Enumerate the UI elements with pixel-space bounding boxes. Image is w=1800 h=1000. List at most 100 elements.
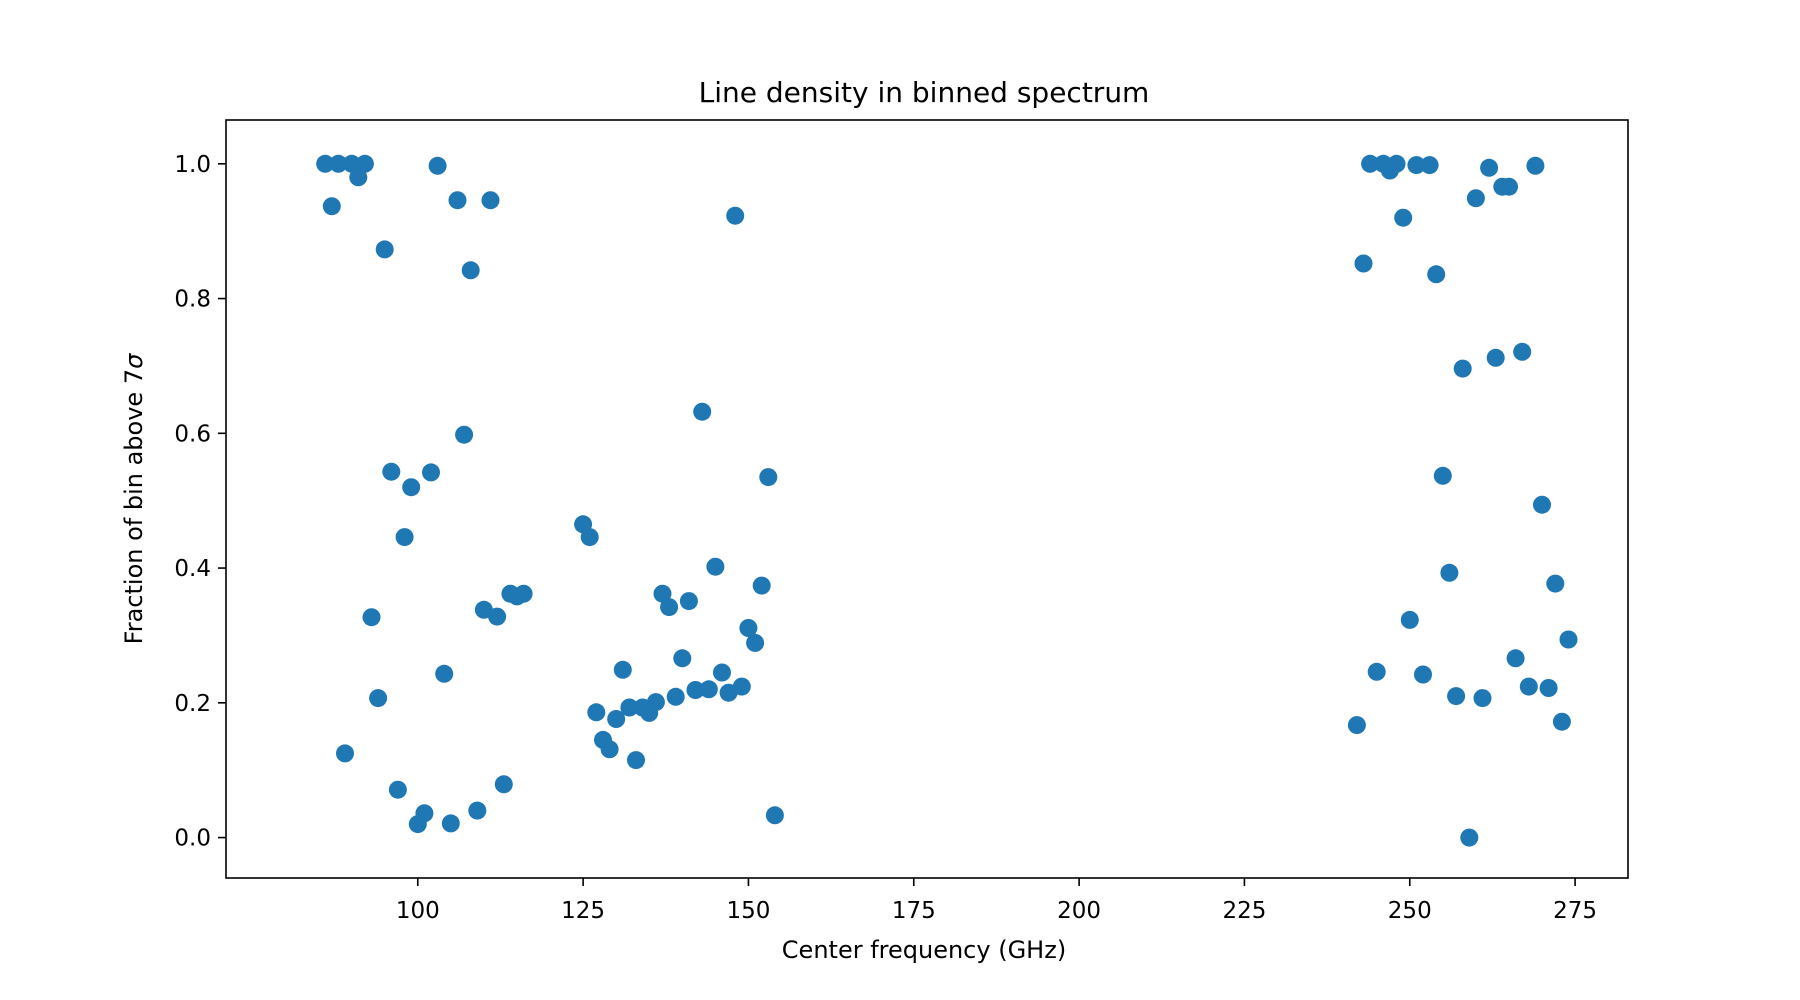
data-point (1546, 574, 1565, 593)
data-point (514, 584, 533, 603)
data-point (706, 557, 725, 576)
y-tick-label: 0.4 (174, 556, 211, 582)
data-point (402, 478, 421, 497)
data-point (627, 751, 645, 770)
data-point (322, 197, 341, 216)
data-point (382, 462, 401, 481)
data-point (1539, 679, 1558, 697)
data-point (1433, 466, 1452, 485)
data-point (375, 240, 394, 259)
y-axis-label-symbol: σ (120, 353, 148, 369)
data-point (713, 663, 731, 682)
data-point (362, 608, 381, 627)
data-point (759, 468, 778, 487)
y-axis-ticks: 0.0 0.2 0.4 0.6 0.8 1.0 (174, 152, 226, 852)
data-point (435, 664, 454, 683)
x-tick-label: 200 (1057, 898, 1101, 924)
data-point (1447, 687, 1466, 706)
data-point (1559, 630, 1578, 649)
data-point (660, 598, 679, 617)
data-point (653, 584, 672, 603)
data-point (1473, 689, 1492, 708)
data-point (726, 206, 745, 225)
data-point (1414, 665, 1432, 684)
data-point (699, 680, 718, 699)
y-tick-label: 0.0 (174, 826, 211, 852)
data-point (673, 649, 692, 668)
data-point (349, 168, 368, 187)
data-point (1420, 156, 1439, 175)
y-tick-label: 0.2 (174, 691, 211, 717)
x-tick-label: 150 (726, 898, 770, 924)
data-point (448, 191, 467, 210)
data-point (1500, 177, 1518, 196)
data-point (1506, 649, 1525, 668)
x-tick-label: 100 (396, 898, 440, 924)
x-tick-label: 125 (561, 898, 605, 924)
data-point (329, 154, 348, 173)
data-point (1347, 716, 1366, 735)
data-point (752, 576, 771, 595)
data-point (1361, 154, 1380, 173)
data-point (369, 689, 388, 708)
data-point (765, 806, 784, 825)
x-tick-label: 275 (1553, 898, 1597, 924)
data-point (600, 740, 619, 759)
data-point (1367, 662, 1386, 681)
data-point (441, 814, 460, 833)
data-point (693, 402, 712, 421)
data-point (1354, 254, 1373, 273)
data-point (613, 660, 632, 679)
plot-frame (225, 119, 1629, 879)
y-tick-label: 0.6 (174, 421, 211, 447)
data-point (355, 154, 374, 173)
data-point (646, 693, 665, 712)
data-point (336, 744, 354, 763)
y-axis-label: Fraction of bin above 7σ (120, 353, 148, 644)
y-tick-label: 1.0 (174, 152, 211, 178)
x-tick-label: 225 (1222, 898, 1266, 924)
data-point (415, 804, 434, 823)
data-point (1400, 610, 1419, 629)
data-point (732, 677, 751, 696)
data-point (455, 425, 474, 444)
data-point (607, 710, 626, 728)
data-point (587, 703, 606, 722)
data-points (316, 154, 1578, 847)
y-tick-label: 0.8 (174, 287, 211, 313)
data-point (388, 780, 407, 799)
data-point (1387, 154, 1406, 173)
data-point (494, 775, 513, 794)
data-point (342, 154, 361, 173)
data-point (1533, 495, 1551, 514)
data-point (461, 261, 480, 280)
data-point (679, 592, 698, 611)
data-point (1460, 828, 1479, 847)
data-point (1453, 359, 1472, 378)
data-point (1552, 712, 1571, 731)
data-point (686, 681, 705, 699)
data-point (1513, 342, 1532, 361)
data-point (1394, 208, 1413, 227)
data-point (739, 619, 758, 637)
data-point (1407, 156, 1426, 175)
y-axis-label-text: Fraction of bin above 7 (120, 369, 148, 644)
data-point (422, 463, 440, 482)
chart-title: Line density in binned spectrum (699, 76, 1150, 109)
data-point (1486, 348, 1505, 367)
data-point (1466, 189, 1485, 208)
data-point (666, 687, 685, 706)
data-point (580, 528, 599, 547)
data-point (620, 698, 639, 717)
x-axis-ticks: 100 125 150 175 200 225 250 275 (396, 878, 1597, 924)
data-point (1480, 158, 1499, 177)
data-point (428, 156, 447, 175)
data-point (316, 154, 335, 173)
data-point (468, 801, 487, 820)
data-point (1526, 156, 1545, 175)
data-point (481, 191, 500, 210)
data-point (1440, 563, 1459, 582)
data-point (746, 633, 765, 652)
x-tick-label: 250 (1388, 898, 1432, 924)
